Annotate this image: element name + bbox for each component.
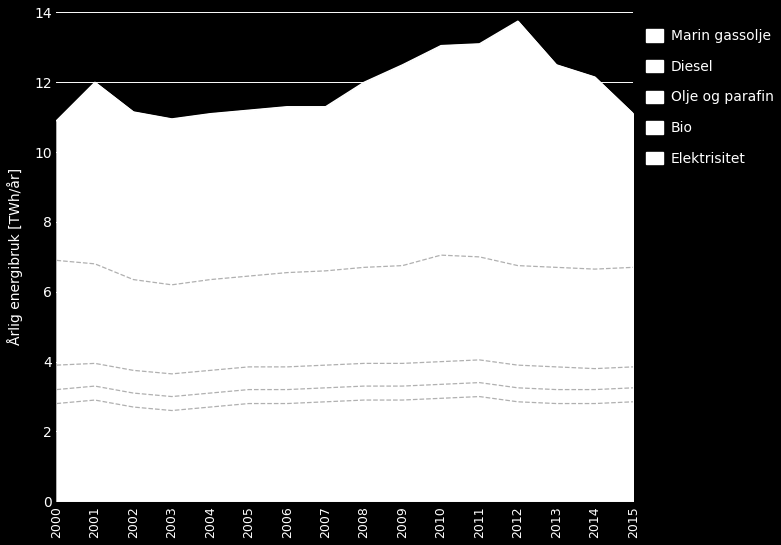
Y-axis label: Årlig energibruk [TWh/år]: Årlig energibruk [TWh/år] — [7, 168, 23, 346]
Legend: Marin gassolje, Diesel, Olje og parafin, Bio, Elektrisitet: Marin gassolje, Diesel, Olje og parafin,… — [646, 29, 774, 166]
